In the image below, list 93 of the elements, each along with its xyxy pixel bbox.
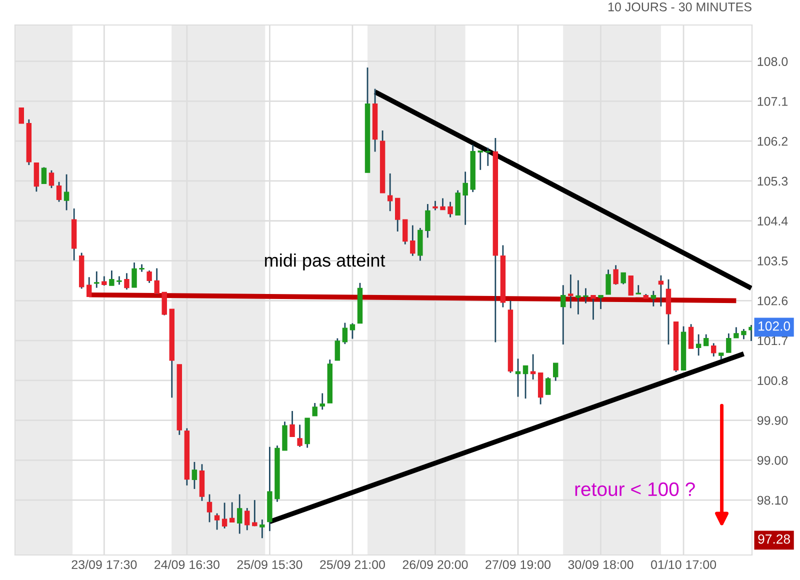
candlestick [628,275,634,296]
candlestick [222,502,228,530]
candlestick [726,332,732,354]
candlestick [154,268,160,296]
candlestick [658,274,664,308]
x-tick-label: 27/09 19:00 [486,560,551,570]
y-tick-label: 99.90 [757,416,788,425]
annotation: retour < 100 ? [575,482,695,496]
candlestick [613,264,618,286]
candlestick [229,502,235,523]
candlestick [478,150,483,171]
candlestick [545,376,551,396]
y-tick-label: 107.1 [758,97,788,106]
candlestick [334,338,340,362]
candlestick [576,280,581,316]
candlestick [320,392,325,410]
candlestick [650,290,656,308]
candlestick [342,322,348,345]
candlestick [124,272,130,290]
candlestick [455,190,460,216]
candlestick [41,166,47,184]
y-tick-label: 101.7 [758,336,788,346]
candlestick [102,276,107,286]
y-tick-label: 104.4 [758,216,788,226]
candlestick [696,334,702,356]
y-tick-label: 102.6 [758,296,788,306]
candlestick [64,174,70,211]
x-tick-label: 25/09 15:30 [237,560,302,570]
candlestick [192,461,198,490]
candlestick [688,323,694,350]
candlestick [703,334,709,347]
candlestick [440,198,446,210]
candlestick [620,272,626,285]
candlestick [86,276,92,298]
candlestick [432,200,438,211]
candlestick [448,201,453,218]
candlestick [260,518,265,539]
annotation: midi pas atteint [265,253,386,270]
candlestick [236,494,242,534]
y-tick-label: 105.3 [758,176,788,186]
candlestick [410,224,416,257]
candlestick [711,342,716,358]
candlestick [560,284,566,346]
candlestick [462,170,468,226]
x-tick-label: 25/09 21:00 [320,560,385,570]
candlestick [568,274,574,309]
candlestick [94,270,100,288]
text: 97.28 [758,534,790,544]
text: 102.0 [758,321,790,331]
candlestick [515,358,521,398]
x-tick-label: 26/09 20:00 [402,560,468,570]
y-tick-label: 106.2 [758,136,788,146]
y-tick-label: 100.8 [758,376,788,386]
candlestick [606,268,611,296]
candlestick [290,410,295,438]
candlestick [583,288,588,304]
candlestick [146,270,152,284]
candlestick [734,326,739,339]
candlestick [244,507,250,531]
y-tick-label: 99.00 [757,456,788,465]
candlestick [530,354,536,380]
candlestick [395,198,400,232]
x-tick-label: 23/09 17:30 [72,560,137,570]
y-tick-label: 98.10 [757,496,788,505]
candlestick [485,147,491,167]
chart-title: 10 JOURS - 30 MINUTES [608,2,752,12]
x-tick-label: 01/10 17:00 [651,560,716,570]
candlestick [590,294,596,320]
candlestick [48,170,54,189]
candlestick [522,365,528,400]
candlestick [56,181,62,203]
candlestick [18,108,24,124]
candlestick [206,494,212,523]
candlestick [297,424,302,448]
candlestick [252,499,258,527]
y-tick-label: 103.5 [758,256,788,266]
candlestick [34,162,40,192]
y-tick-label: 108.0 [758,57,788,66]
candlestick [162,292,167,316]
candlestick [350,322,356,340]
x-tick-label: 24/09 16:30 [154,560,220,570]
candlestick [636,284,641,295]
candlestick [312,402,318,417]
candlestick [132,262,137,288]
candlestick [425,203,430,238]
x-tick-label: 30/09 18:00 [568,560,634,570]
candlestick [214,512,220,530]
candlestick [387,172,393,212]
candlestick [109,270,114,286]
candlestick [553,362,558,382]
candlestick [598,294,604,310]
candlestick [741,328,746,340]
candlestick [402,218,408,246]
